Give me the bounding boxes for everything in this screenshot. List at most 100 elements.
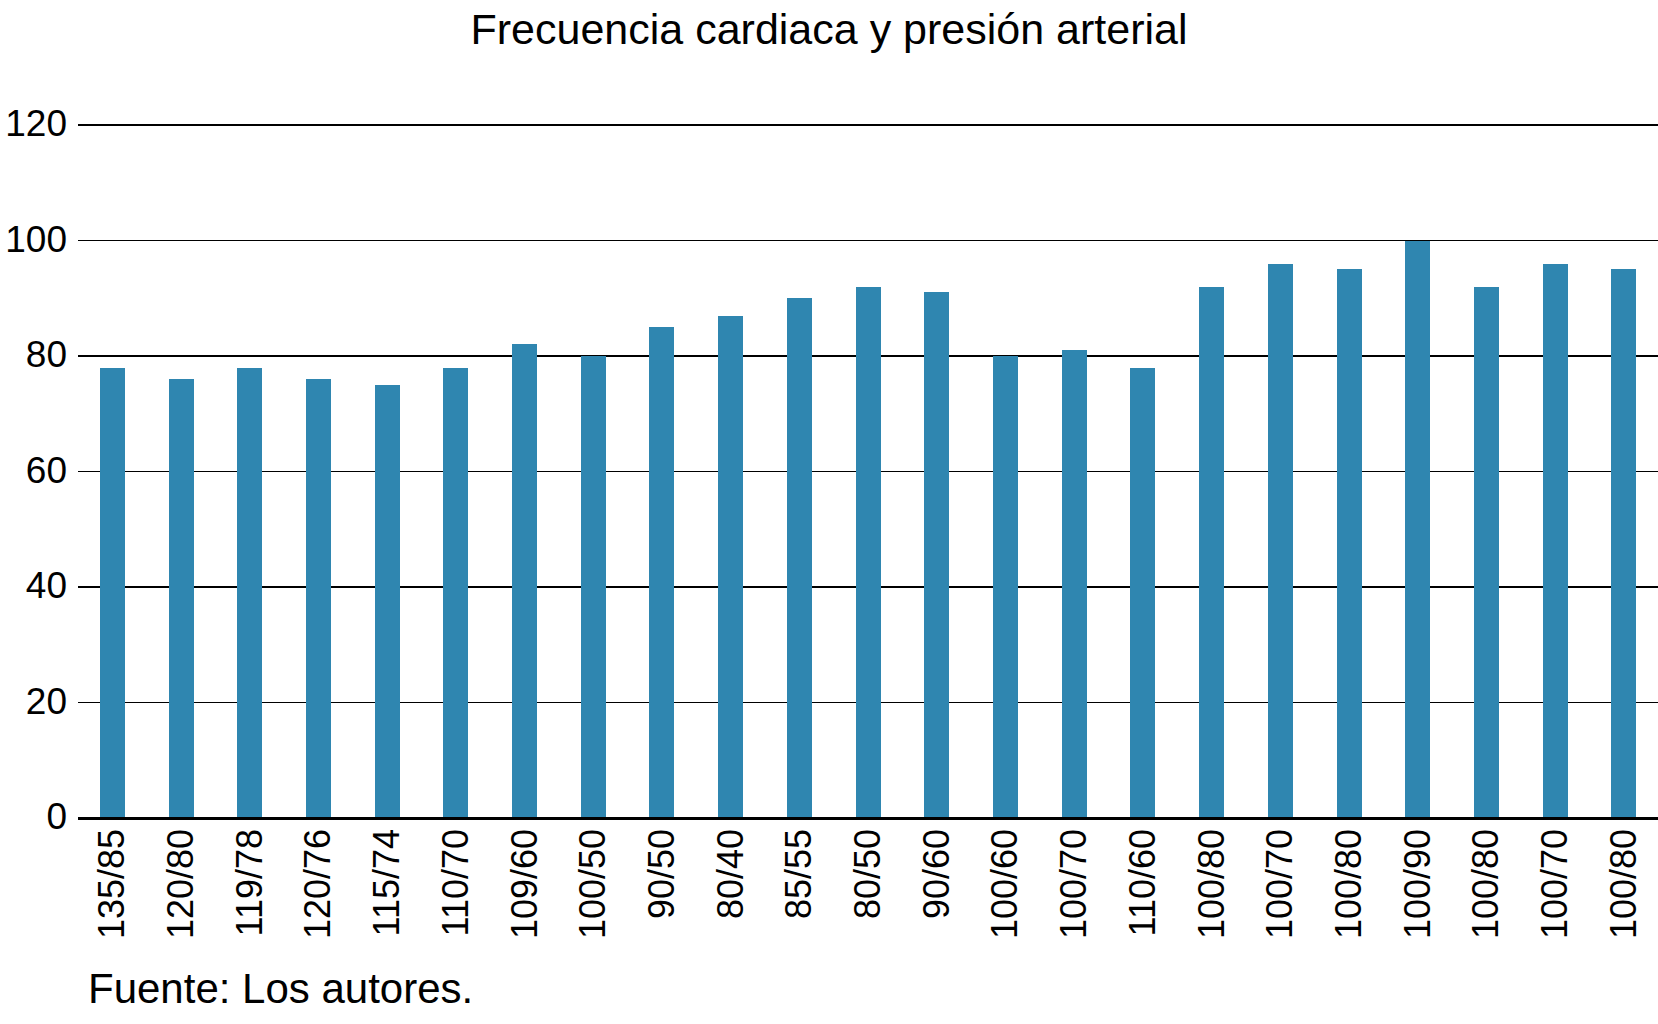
x-tick-label-100/80: 100/80 [1606, 829, 1642, 939]
x-tick-label-119/78: 119/78 [232, 829, 268, 936]
bar-100/80 [1337, 269, 1362, 818]
x-slot-9: 80/40 [696, 829, 765, 954]
bar-chart-figure: Frecuencia cardiaca y presión arterial 0… [0, 0, 1658, 1024]
x-tick-label-100/80: 100/80 [1331, 829, 1367, 939]
bar-120/80 [169, 379, 194, 818]
x-slot-0: 135/85 [78, 829, 147, 954]
bar-slot-22 [1589, 125, 1658, 818]
bar-slot-11 [834, 125, 903, 818]
y-tick-label-60: 60 [0, 452, 67, 489]
x-axis-labels: 135/85 120/80 119/78 120/76 115/74 110/70 109/… [78, 829, 1658, 954]
x-tick-label-135/85: 135/85 [94, 829, 130, 939]
bar-120/76 [306, 379, 331, 818]
bar-80/50 [856, 287, 881, 818]
bar-100/70 [1268, 264, 1293, 818]
bar-slot-6 [490, 125, 559, 818]
x-slot-10: 85/55 [765, 829, 834, 954]
y-tick-label-120: 120 [0, 105, 67, 142]
plot-area [78, 125, 1658, 818]
x-slot-6: 109/60 [490, 829, 559, 954]
bar-85/55 [787, 298, 812, 818]
bar-slot-5 [422, 125, 491, 818]
bar-slot-13 [971, 125, 1040, 818]
bar-slot-7 [559, 125, 628, 818]
bar-135/85 [100, 368, 125, 818]
y-tick-label-20: 20 [0, 683, 67, 720]
x-tick-label-120/80: 120/80 [163, 829, 199, 939]
x-slot-19: 100/90 [1383, 829, 1452, 954]
x-tick-label-109/60: 109/60 [507, 829, 543, 939]
x-slot-14: 100/70 [1040, 829, 1109, 954]
bar-100/80 [1474, 287, 1499, 818]
x-tick-label-100/50: 100/50 [575, 829, 611, 939]
bar-slot-8 [628, 125, 697, 818]
x-tick-label-100/60: 100/60 [987, 829, 1023, 939]
x-slot-21: 100/70 [1521, 829, 1590, 954]
y-tick-label-40: 40 [0, 567, 67, 604]
x-tick-label-110/70: 110/70 [438, 829, 474, 936]
chart-title: Frecuencia cardiaca y presión arterial [0, 6, 1658, 53]
x-tick-label-110/60: 110/60 [1125, 829, 1161, 936]
x-slot-20: 100/80 [1452, 829, 1521, 954]
x-slot-17: 100/70 [1246, 829, 1315, 954]
bar-110/70 [443, 368, 468, 818]
x-slot-12: 90/60 [902, 829, 971, 954]
x-tick-label-100/70: 100/70 [1262, 829, 1298, 939]
source-note: Fuente: Los autores. [88, 966, 473, 1012]
bar-slot-19 [1383, 125, 1452, 818]
x-tick-label-100/80: 100/80 [1194, 829, 1230, 939]
bar-110/60 [1130, 368, 1155, 818]
y-tick-label-80: 80 [0, 336, 67, 373]
bar-100/70 [1543, 264, 1568, 818]
x-slot-13: 100/60 [971, 829, 1040, 954]
x-tick-label-100/70: 100/70 [1537, 829, 1573, 939]
bar-100/70 [1062, 350, 1087, 818]
bar-slot-17 [1246, 125, 1315, 818]
bar-slot-2 [215, 125, 284, 818]
x-tick-label-120/76: 120/76 [300, 829, 336, 939]
bar-80/40 [718, 316, 743, 818]
y-tick-label-100: 100 [0, 221, 67, 258]
x-slot-5: 110/70 [422, 829, 491, 954]
bar-slot-1 [147, 125, 216, 818]
x-slot-16: 100/80 [1177, 829, 1246, 954]
bar-slot-10 [765, 125, 834, 818]
x-tick-label-90/60: 90/60 [919, 829, 955, 919]
bar-slot-16 [1177, 125, 1246, 818]
x-slot-4: 115/74 [353, 829, 422, 954]
bar-slot-4 [353, 125, 422, 818]
bar-slot-18 [1315, 125, 1384, 818]
bar-115/74 [375, 385, 400, 818]
bar-slot-20 [1452, 125, 1521, 818]
x-slot-18: 100/80 [1315, 829, 1384, 954]
x-slot-1: 120/80 [147, 829, 216, 954]
bar-100/50 [581, 356, 606, 818]
x-tick-label-85/55: 85/55 [781, 829, 817, 919]
bar-slot-9 [696, 125, 765, 818]
x-tick-label-80/40: 80/40 [713, 829, 749, 919]
x-slot-11: 80/50 [834, 829, 903, 954]
bar-100/90 [1405, 241, 1430, 819]
bar-90/50 [649, 327, 674, 818]
x-tick-label-80/50: 80/50 [850, 829, 886, 919]
y-tick-label-0: 0 [0, 798, 67, 835]
bar-100/80 [1199, 287, 1224, 818]
bar-slot-12 [902, 125, 971, 818]
x-slot-22: 100/80 [1589, 829, 1658, 954]
x-axis-line [78, 817, 1658, 820]
x-tick-label-90/50: 90/50 [644, 829, 680, 919]
x-slot-7: 100/50 [559, 829, 628, 954]
x-tick-label-100/70: 100/70 [1056, 829, 1092, 939]
bar-109/60 [512, 344, 537, 818]
bar-119/78 [237, 368, 262, 818]
bar-slot-14 [1040, 125, 1109, 818]
x-slot-8: 90/50 [628, 829, 697, 954]
bar-100/80 [1611, 269, 1636, 818]
x-slot-15: 110/60 [1109, 829, 1178, 954]
bar-slot-15 [1109, 125, 1178, 818]
bar-slot-3 [284, 125, 353, 818]
x-tick-label-100/90: 100/90 [1400, 829, 1436, 939]
x-slot-2: 119/78 [215, 829, 284, 954]
bar-100/60 [993, 356, 1018, 818]
bars-container [78, 125, 1658, 818]
